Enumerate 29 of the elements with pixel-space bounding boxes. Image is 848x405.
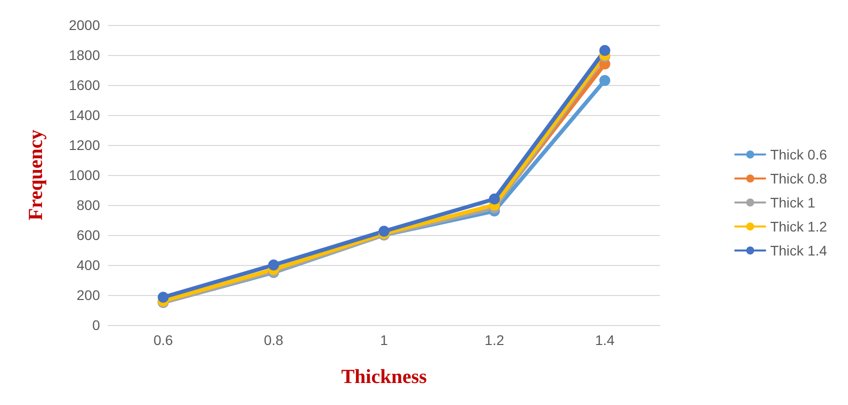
y-tick-label: 1400 [68,107,100,123]
y-tick-label: 1600 [68,77,100,93]
y-tick-label: 2000 [68,17,100,33]
legend-label: Thick 1.2 [770,218,828,234]
x-tick-label: 0.6 [153,332,174,348]
point [599,45,610,56]
y-tick-label: 800 [76,197,100,213]
point [268,260,280,270]
y-axis-title: Frequency [25,130,47,220]
legend-label: Thick 1 [770,194,816,210]
legend-label: Thick 0.8 [770,170,828,186]
x-tick-label: 0.8 [264,332,284,348]
y-tick-label: 200 [76,287,100,303]
x-tick-label: 1 [380,332,388,348]
legend-label: Thick 0.6 [770,146,828,162]
point [488,194,500,204]
point [158,292,169,303]
y-tick-label: 0 [92,317,100,333]
x-tick-label: 1.2 [484,332,504,348]
y-tick-label: 400 [76,257,100,273]
y-tick-label: 1200 [68,137,100,153]
x-axis-title: Thickness [341,366,428,388]
x-tick-label: 1.4 [595,332,615,348]
y-tick-label: 1800 [68,47,100,63]
y-tick-label: 600 [76,227,100,243]
point [378,226,390,237]
y-tick-label: 1000 [68,167,100,183]
legend-label: Thick 1.4 [770,242,828,258]
point [599,75,610,86]
